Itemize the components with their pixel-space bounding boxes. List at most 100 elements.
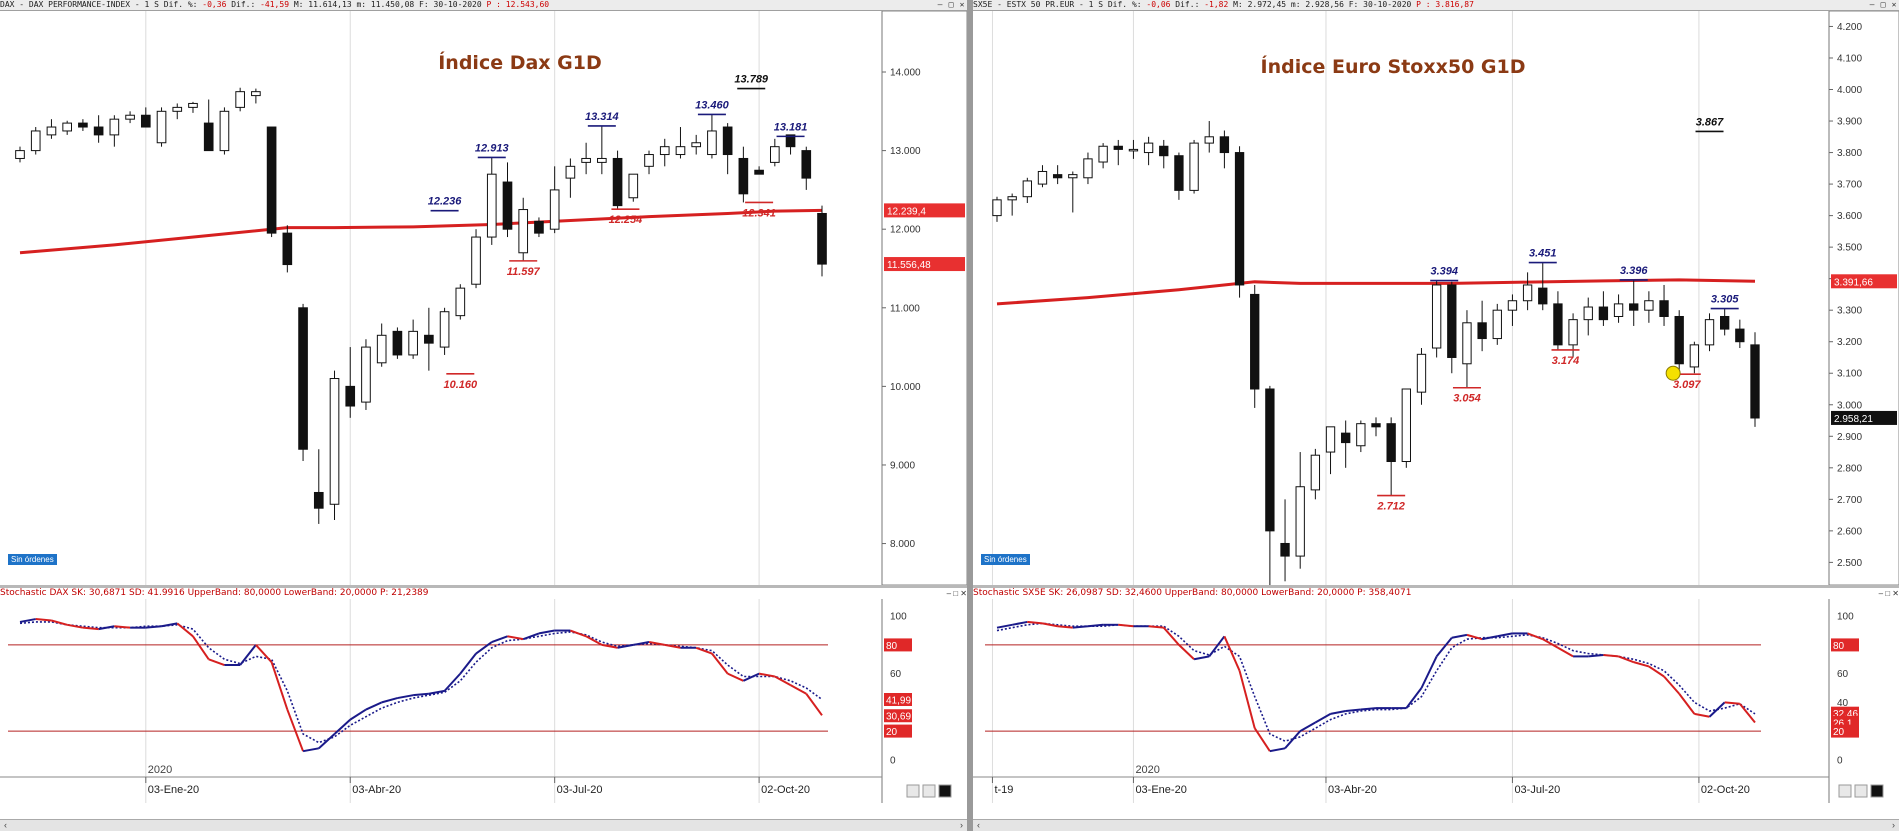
level-label: 10.160 — [443, 379, 478, 391]
maximize-icon[interactable]: □ — [946, 0, 956, 10]
candle-up — [15, 150, 25, 159]
candle-down — [1250, 293, 1260, 390]
stoch-window-controls[interactable]: – □ ✕ — [1878, 589, 1899, 598]
stoch-value-tag — [1831, 638, 1859, 652]
stoch-sk-segment — [1708, 701, 1726, 718]
y-tick-label: 13.000 — [890, 146, 921, 157]
stoch-sk-segment — [1435, 637, 1453, 658]
candle-down — [1265, 388, 1275, 532]
sx5e-header-p: P : 3.816,87 — [1416, 0, 1474, 9]
sx5e-header-prefix: SX5E - ESTX 50 PR.EUR - 1 S Dif. %: — [973, 0, 1147, 9]
dax-header-difpct: -0,36 — [202, 0, 227, 9]
stoch-sk-segment — [1345, 708, 1361, 712]
stoch-y-tick-label: 100 — [1837, 612, 1854, 623]
candle-up — [1325, 426, 1336, 453]
candle-down — [502, 181, 513, 230]
stoch-sk-segment — [1405, 687, 1423, 709]
panel-divider[interactable] — [967, 0, 973, 831]
maximize-icon[interactable]: □ — [1878, 0, 1888, 10]
dax-chart-panel: DAX - DAX PERFORMANCE-INDEX - 1 S Dif. %… — [0, 0, 967, 831]
scroll-right-icon[interactable]: › — [960, 820, 963, 830]
stoch-y-tick-label: 0 — [890, 755, 896, 766]
stoch-value-label: 26,1 — [1833, 718, 1853, 729]
close-icon[interactable]: ✕ — [1889, 0, 1899, 10]
dax-header-dif: -41,59 — [260, 0, 290, 9]
candle-up — [1068, 174, 1078, 179]
price-tag — [1831, 410, 1897, 425]
sx5e-header-mid: M: 2.972,45 m: 2.928,56 F: 30-10-2020 — [1228, 0, 1417, 9]
candle-up — [361, 346, 371, 403]
eurostoxx-price-chart[interactable]: 2.500 2.600 2.700 2.800 2.900 3.000 3.100 3.200… — [973, 11, 1899, 585]
price-tag-label: 11.556,48 — [887, 260, 931, 271]
level-label: 13.789 — [734, 74, 769, 86]
candle-up — [235, 91, 245, 108]
scroll-right-icon[interactable]: › — [1892, 820, 1895, 830]
stoch-window-controls[interactable]: – □ ✕ — [946, 589, 967, 598]
date-label: 03-Jul-20 — [1514, 784, 1560, 796]
dax-price-chart[interactable]: 8.000 9.000 10.000 11.000 12.000 13.000 14.000… — [0, 11, 967, 585]
dax-header-p: P : 12.543,60 — [486, 0, 550, 9]
stoch-sk-segment — [1527, 632, 1544, 641]
horizontal-scrollbar[interactable]: ‹ › — [0, 819, 967, 831]
stoch-sk-segment — [1648, 665, 1665, 678]
stoch-sk-segment — [443, 672, 462, 692]
stoch-value-label: 20 — [1833, 727, 1845, 738]
scroll-left-icon[interactable]: ‹ — [4, 820, 7, 830]
candle-down — [140, 114, 151, 128]
candle-up — [597, 157, 607, 163]
level-label: 3.097 — [1673, 379, 1701, 391]
stoch-sd-line — [996, 622, 1756, 742]
eurostoxx-stochastic-chart[interactable]: 0204060801008032,4626,120t-1903-Ene-2003… — [973, 599, 1899, 803]
stoch-sk-segment — [538, 629, 555, 635]
pane-separator[interactable] — [0, 585, 967, 588]
close-icon[interactable]: ✕ — [957, 0, 967, 10]
candle-up — [471, 236, 481, 285]
y-tick-label: 4.100 — [1837, 53, 1862, 64]
candle-up — [251, 91, 261, 97]
stoch-sk-segment — [1223, 635, 1241, 672]
stop-icon — [938, 784, 952, 798]
stoch-sk-segment — [1603, 653, 1619, 658]
y-tick-label: 10.000 — [890, 382, 921, 393]
candle-up — [486, 173, 497, 238]
candle-up — [46, 126, 57, 136]
dax-header: DAX - DAX PERFORMANCE-INDEX - 1 S Dif. %… — [0, 0, 967, 11]
eurostoxx-stochastic-header: Stochastic SX5E SK: 26,0987 SD: 32,4600 … — [973, 588, 1899, 599]
stoch-sk-segment — [1027, 620, 1043, 625]
pane-separator[interactable] — [973, 585, 1899, 588]
dax-stochastic-chart[interactable]: 0204060801008041,9930,692003-Ene-2003-Ab… — [0, 599, 967, 803]
dax-header-prefix: DAX - DAX PERFORMANCE-INDEX - 1 S Dif. %… — [0, 0, 203, 9]
y-tick-label: 3.900 — [1837, 117, 1862, 128]
stoch-sk-segment — [192, 635, 210, 660]
stoch-sk-segment — [255, 644, 273, 663]
stoch-value-tag — [884, 724, 912, 738]
y-tick-label: 3.800 — [1837, 148, 1862, 159]
y-tick-label: 3.700 — [1837, 180, 1862, 191]
scroll-left-icon[interactable]: ‹ — [977, 820, 980, 830]
candle-up — [408, 330, 418, 356]
level-label: 11.597 — [507, 266, 541, 278]
candle-down — [817, 212, 827, 265]
horizontal-scrollbar[interactable]: ‹ › — [973, 819, 1899, 831]
stoch-y-tick-label: 100 — [890, 612, 907, 623]
candle-up — [1128, 148, 1139, 152]
stoch-sk-segment — [1011, 620, 1028, 626]
stoch-sk-segment — [1542, 638, 1559, 649]
date-label: 03-Ene-20 — [148, 784, 199, 796]
stoch-y-tick-label: 0 — [1837, 755, 1843, 766]
minimize-icon[interactable]: – — [935, 0, 945, 10]
stoch-sk-segment — [585, 635, 603, 646]
stoch-sk-segment — [617, 643, 634, 649]
candle-down — [1720, 315, 1730, 330]
candle-up — [1401, 388, 1411, 463]
stoch-sk-segment — [1178, 644, 1195, 660]
y-tick-label: 2.600 — [1837, 526, 1862, 537]
minimize-icon[interactable]: – — [1867, 0, 1877, 10]
orders-badge[interactable]: Sin órdenes — [8, 554, 57, 565]
stoch-sk-segment — [695, 646, 713, 655]
date-label: 03-Ene-20 — [1135, 784, 1186, 796]
orders-badge[interactable]: Sin órdenes — [981, 554, 1030, 565]
price-axis — [881, 11, 967, 585]
stoch-sk-segment — [176, 622, 194, 638]
stoch-sk-segment — [1269, 747, 1286, 753]
